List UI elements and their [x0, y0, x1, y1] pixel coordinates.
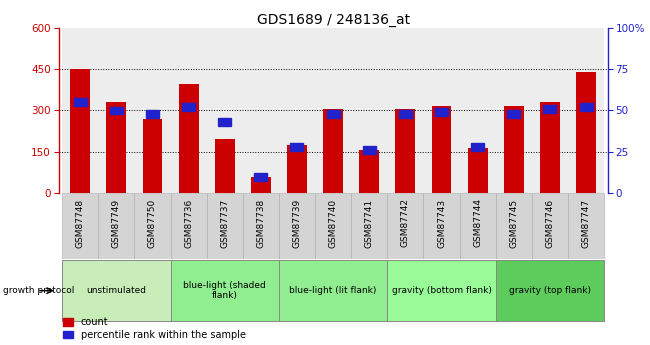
Bar — [254, 173, 267, 180]
Bar — [532, 28, 568, 193]
Bar — [387, 28, 423, 193]
Text: GSM87737: GSM87737 — [220, 198, 229, 248]
Text: GSM87748: GSM87748 — [75, 198, 84, 248]
Bar — [496, 28, 532, 193]
Bar — [532, 193, 568, 259]
Text: GSM87750: GSM87750 — [148, 198, 157, 248]
Bar — [135, 28, 170, 193]
Bar — [207, 28, 243, 193]
Text: growth protocol: growth protocol — [3, 286, 75, 295]
Text: GSM87739: GSM87739 — [292, 198, 302, 248]
Title: GDS1689 / 248136_at: GDS1689 / 248136_at — [257, 12, 410, 27]
Bar — [315, 193, 351, 259]
Bar — [70, 69, 90, 193]
Bar — [395, 109, 415, 193]
Bar — [287, 145, 307, 193]
Bar — [279, 28, 315, 193]
Bar — [98, 193, 135, 259]
Bar — [110, 107, 123, 114]
Text: blue-light (shaded
flank): blue-light (shaded flank) — [183, 281, 266, 300]
Text: GSM87736: GSM87736 — [184, 198, 193, 248]
Bar — [243, 193, 279, 259]
Bar — [423, 28, 460, 193]
Bar — [351, 193, 387, 259]
Bar — [387, 193, 423, 259]
Bar — [568, 193, 604, 259]
Bar — [170, 28, 207, 193]
Bar — [435, 108, 448, 116]
Bar — [576, 72, 596, 193]
Bar — [471, 143, 484, 151]
Bar — [214, 139, 235, 193]
Bar — [460, 193, 496, 259]
Bar — [146, 110, 159, 118]
Bar — [135, 193, 170, 259]
Bar — [279, 193, 315, 259]
Bar — [363, 146, 376, 154]
Text: GSM87744: GSM87744 — [473, 198, 482, 247]
Bar — [291, 143, 304, 151]
Bar — [170, 193, 207, 259]
Text: GSM87747: GSM87747 — [582, 198, 591, 248]
Bar — [423, 193, 460, 259]
Bar — [507, 110, 520, 118]
Text: GSM87743: GSM87743 — [437, 198, 446, 248]
Bar — [218, 118, 231, 126]
Bar — [326, 110, 340, 118]
Bar — [315, 28, 351, 193]
Bar — [73, 98, 86, 106]
Bar — [107, 102, 126, 193]
Bar — [496, 193, 532, 259]
Text: GSM87742: GSM87742 — [401, 198, 410, 247]
Bar — [540, 102, 560, 193]
Text: gravity (bottom flank): gravity (bottom flank) — [391, 286, 491, 295]
Bar — [399, 110, 412, 118]
Bar — [468, 148, 488, 193]
Bar — [387, 260, 496, 321]
Bar — [62, 28, 98, 193]
Legend: count, percentile rank within the sample: count, percentile rank within the sample — [63, 317, 246, 340]
Bar — [504, 106, 524, 193]
Bar — [580, 103, 593, 111]
Text: GSM87741: GSM87741 — [365, 198, 374, 248]
Bar — [98, 28, 135, 193]
Bar — [62, 260, 170, 321]
Bar — [182, 103, 195, 111]
Bar — [460, 28, 496, 193]
Bar — [251, 177, 271, 193]
Text: GSM87740: GSM87740 — [329, 198, 337, 248]
Bar — [351, 28, 387, 193]
Bar — [568, 28, 604, 193]
Bar — [243, 28, 279, 193]
Text: GSM87746: GSM87746 — [545, 198, 554, 248]
Text: unstimulated: unstimulated — [86, 286, 146, 295]
Text: GSM87745: GSM87745 — [510, 198, 518, 248]
Text: GSM87749: GSM87749 — [112, 198, 121, 248]
Bar — [142, 119, 162, 193]
Text: gravity (top flank): gravity (top flank) — [509, 286, 591, 295]
Bar — [496, 260, 604, 321]
Bar — [543, 105, 556, 112]
Bar — [207, 193, 243, 259]
Text: GSM87738: GSM87738 — [256, 198, 265, 248]
Bar — [323, 109, 343, 193]
Bar — [170, 260, 279, 321]
Bar — [432, 106, 452, 193]
Bar — [62, 193, 98, 259]
Bar — [279, 260, 387, 321]
Bar — [359, 150, 379, 193]
Text: blue-light (lit flank): blue-light (lit flank) — [289, 286, 377, 295]
Bar — [179, 84, 198, 193]
